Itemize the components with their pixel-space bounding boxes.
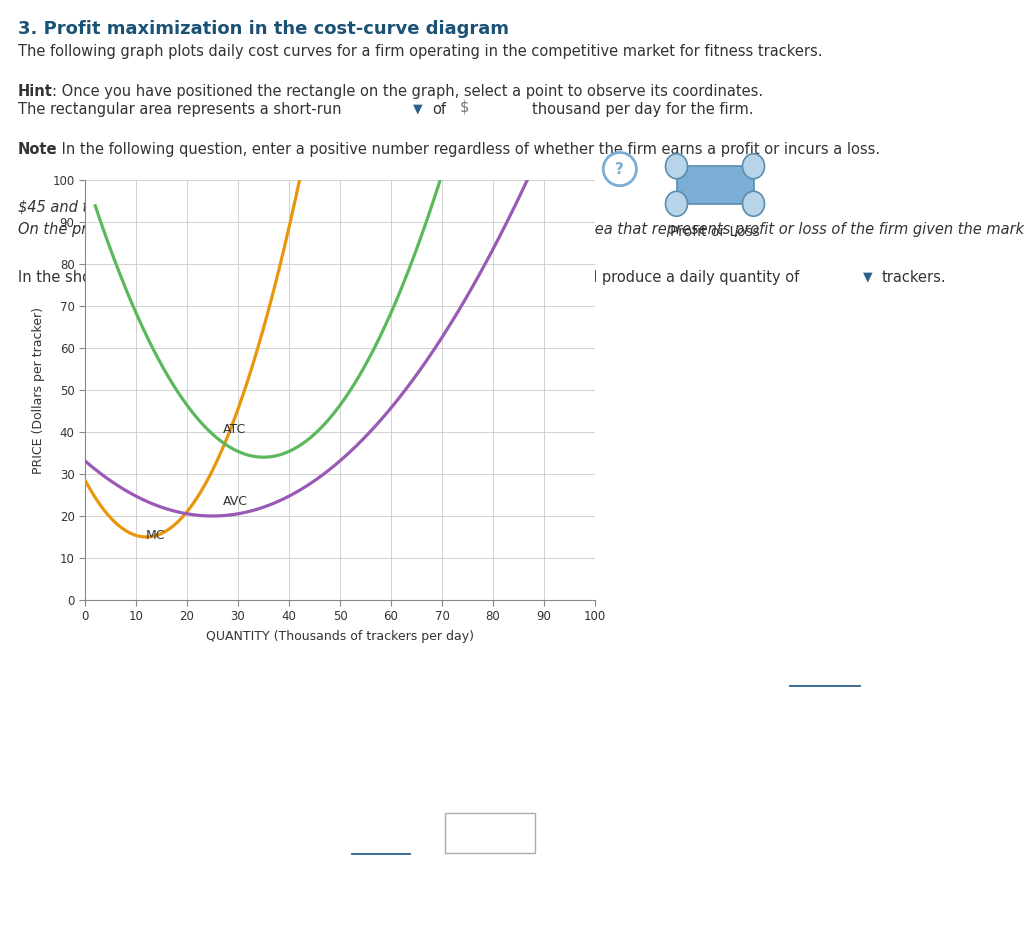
Circle shape — [742, 191, 765, 217]
X-axis label: QUANTITY (Thousands of trackers per day): QUANTITY (Thousands of trackers per day) — [206, 630, 474, 643]
Text: thousand per day for the firm.: thousand per day for the firm. — [532, 102, 754, 117]
Text: Hint: Hint — [18, 84, 53, 99]
Y-axis label: PRICE (Dollars per tracker): PRICE (Dollars per tracker) — [33, 306, 45, 474]
Text: Profit or Loss: Profit or Loss — [670, 225, 760, 239]
Text: ▼: ▼ — [413, 102, 423, 115]
Text: ▼: ▼ — [863, 270, 872, 283]
Text: $45 and the quantity of production from your previous answer.: $45 and the quantity of production from … — [18, 200, 479, 215]
Text: $: $ — [460, 100, 469, 115]
Circle shape — [666, 191, 687, 217]
Text: trackers.: trackers. — [882, 270, 946, 285]
Circle shape — [666, 154, 687, 179]
Text: 3. Profit maximization in the cost-curve diagram: 3. Profit maximization in the cost-curve… — [18, 20, 509, 38]
Text: ?: ? — [615, 162, 625, 176]
Text: In the short run, given a market price equal to $45 per tracker, the firm should: In the short run, given a market price e… — [18, 270, 800, 285]
Circle shape — [742, 154, 765, 179]
Text: MC: MC — [146, 528, 166, 542]
Circle shape — [603, 153, 637, 186]
Text: The following graph plots daily cost curves for a firm operating in the competit: The following graph plots daily cost cur… — [18, 44, 822, 59]
Text: AVC: AVC — [222, 495, 248, 508]
Text: : In the following question, enter a positive number regardless of whether the f: : In the following question, enter a pos… — [52, 142, 880, 157]
Text: On the preceding graph, use the blue rectangle (circle symbols) to fill in the a: On the preceding graph, use the blue rec… — [18, 222, 1024, 237]
Text: ATC: ATC — [222, 423, 246, 436]
Text: of: of — [432, 102, 446, 117]
Text: Note: Note — [18, 142, 57, 157]
FancyBboxPatch shape — [677, 166, 754, 203]
Text: The rectangular area represents a short-run: The rectangular area represents a short-… — [18, 102, 341, 117]
Text: : Once you have positioned the rectangle on the graph, select a point to observe: : Once you have positioned the rectangle… — [52, 84, 763, 99]
